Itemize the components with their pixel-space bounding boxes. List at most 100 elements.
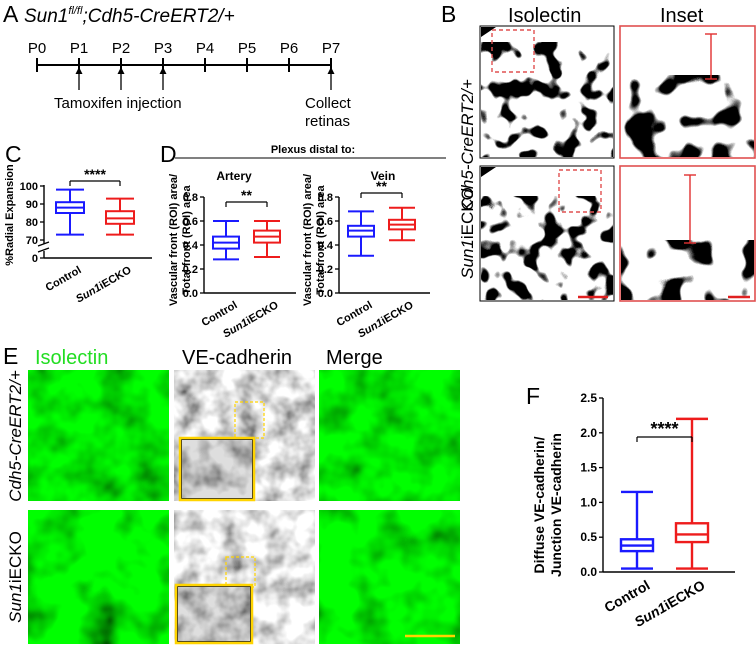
collect-arrowhead-p7 — [327, 67, 335, 74]
panel-b-image-control-isolectin — [479, 25, 615, 159]
category-label-rest: iECKO — [97, 264, 134, 292]
panel-letter-d: D — [160, 141, 177, 167]
y-tick-label: 0.2 — [318, 264, 333, 276]
panel-d-artery-title: Artery — [216, 169, 252, 183]
panel-b-image-ko-isolectin — [479, 165, 615, 302]
axis-break-gap — [38, 244, 50, 251]
y-tick-label: 0.0 — [580, 565, 597, 579]
y-tick-label: 0.4 — [183, 240, 199, 252]
panel-e-image-ko-isolectin — [28, 510, 169, 644]
panel-e-image-control-merge — [319, 370, 460, 501]
panel-d-artery-ylabel-2: Total front (ROI) area — [181, 185, 193, 295]
panel-b-row-ko-italic: Sun1 — [458, 239, 477, 279]
panel-letter-e: E — [3, 343, 18, 369]
y-tick-label: 0.0 — [183, 288, 198, 300]
significance-stars: **** — [650, 419, 678, 439]
y-tick-label: 1.0 — [580, 495, 597, 509]
timeline-day-label: P5 — [238, 40, 256, 57]
panel-a-title-rest: ;Cdh5-CreERT2/+ — [82, 6, 234, 27]
panel-d-header: Plexus distal to: — [271, 144, 355, 156]
panel-e-row-control: Cdh5-CreERT2/+ — [6, 370, 25, 502]
timeline-ticks: P0 P1 P2 P3 P4 P5 P6 P7 — [28, 40, 340, 72]
timeline-day-label: P2 — [112, 40, 130, 57]
timeline-day-label: P0 — [28, 40, 46, 57]
y-tick-label: 0.5 — [580, 530, 597, 544]
panel-a-title: Sun1fl/fl;Cdh5-CreERT2/+ — [24, 5, 235, 27]
y-tick-label: 0.6 — [183, 216, 198, 228]
significance-stars: **** — [84, 166, 106, 182]
y-tick-label: 0.8 — [183, 192, 198, 204]
panel-e-image-ko-vecad — [174, 510, 315, 645]
panel-b-col-isolectin: Isolectin — [508, 5, 581, 27]
timeline-day-label: P6 — [280, 40, 298, 57]
panel-b-row-ko-rest: iECKO — [458, 187, 477, 239]
panel-e-col-merge: Merge — [326, 347, 383, 369]
category-label-rest: iECKO — [661, 577, 707, 613]
significance-stars: ** — [376, 178, 387, 194]
category-label: Control — [44, 264, 84, 294]
category-label-rest: iECKO — [379, 299, 416, 327]
y-tick-label: 0.0 — [318, 288, 333, 300]
panel-b-row-ko: Sun1iECKO — [458, 187, 477, 279]
panel-e-row-ko-italic: Sun1 — [6, 583, 25, 623]
axis-break-mark — [37, 241, 50, 247]
panel-a-title-gene: Sun1 — [24, 6, 68, 27]
y-tick-label: 2.5 — [580, 391, 597, 405]
panel-d-vein-title: Vein — [371, 169, 396, 183]
timeline-day-label: P1 — [70, 40, 88, 57]
y-tick-label: 0.2 — [183, 264, 198, 276]
collect-label-1: Collect — [305, 95, 352, 112]
panel-e-image-control-vecad — [174, 370, 315, 502]
panel-letter-b: B — [441, 1, 456, 27]
injection-arrowhead-p3 — [159, 67, 167, 74]
panel-c-ylabel: %Radial Expansion — [4, 164, 16, 266]
category-label-rest: iECKO — [244, 299, 281, 327]
panel-e-col-vecad: VE-cadherin — [182, 347, 292, 369]
panel-d-vein-ylabel-2: Total front (ROI) area — [315, 185, 327, 295]
panel-e-row-ko-rest: iECKO — [6, 531, 25, 583]
panel-letter-c: C — [5, 141, 22, 167]
injection-arrows — [75, 67, 335, 90]
panel-e-image-ko-merge — [319, 510, 460, 644]
injection-arrowhead-p1 — [75, 67, 83, 74]
panel-letter-f: F — [526, 383, 540, 409]
y-tick-label: 0.8 — [318, 192, 333, 204]
y-tick-label: 0.4 — [318, 240, 334, 252]
timeline-day-label: P7 — [322, 40, 340, 57]
axis-break-mark — [37, 247, 50, 253]
panel-a-title-sup: fl/fl — [68, 5, 83, 17]
y-tick-label: 0 — [32, 253, 38, 265]
panel-d-vein-ylabel-1: Vascular front (ROI) area/ — [302, 174, 314, 306]
category-label: Sun1iECKO — [74, 264, 134, 305]
tamoxifen-label: Tamoxifen injection — [54, 95, 182, 112]
panel-f-ylabel: Diffuse VE-cadherin/Junction VE-cadherin — [531, 433, 564, 577]
timeline-day-label: P4 — [196, 40, 214, 57]
panel-e-roi-box-ko — [225, 556, 256, 588]
panel-e-col-isolectin: Isolectin — [35, 347, 108, 369]
collect-label-2: retinas — [305, 113, 350, 130]
panel-e-image-control-isolectin — [28, 370, 169, 501]
significance-stars: ** — [241, 187, 252, 203]
panel-e-row-ko: Sun1iECKO — [6, 531, 25, 623]
panel-letter-a: A — [3, 1, 19, 27]
panel-d-artery-ylabel: Vascular front (ROI) area/Total front (R… — [168, 174, 193, 306]
timeline-day-label: P3 — [154, 40, 172, 57]
panel-b-roi-box-control — [491, 29, 535, 73]
y-tick-label: 80 — [26, 217, 38, 229]
panel-d-vein-ylabel: Vascular front (ROI) area/Total front (R… — [302, 174, 327, 306]
y-tick-label: 100 — [20, 181, 38, 193]
panel-d-artery-ylabel-1: Vascular front (ROI) area/ — [168, 174, 180, 306]
y-tick-label: 2.0 — [580, 426, 597, 440]
y-tick-label: 0.6 — [318, 216, 333, 228]
y-tick-label: 70 — [26, 235, 38, 247]
panel-b-row-control: Cdh5-CreERT2/+ — [458, 79, 477, 211]
y-tick-label: 1.5 — [580, 461, 597, 475]
box-iqr — [674, 522, 710, 544]
y-tick-label: 90 — [26, 199, 38, 211]
